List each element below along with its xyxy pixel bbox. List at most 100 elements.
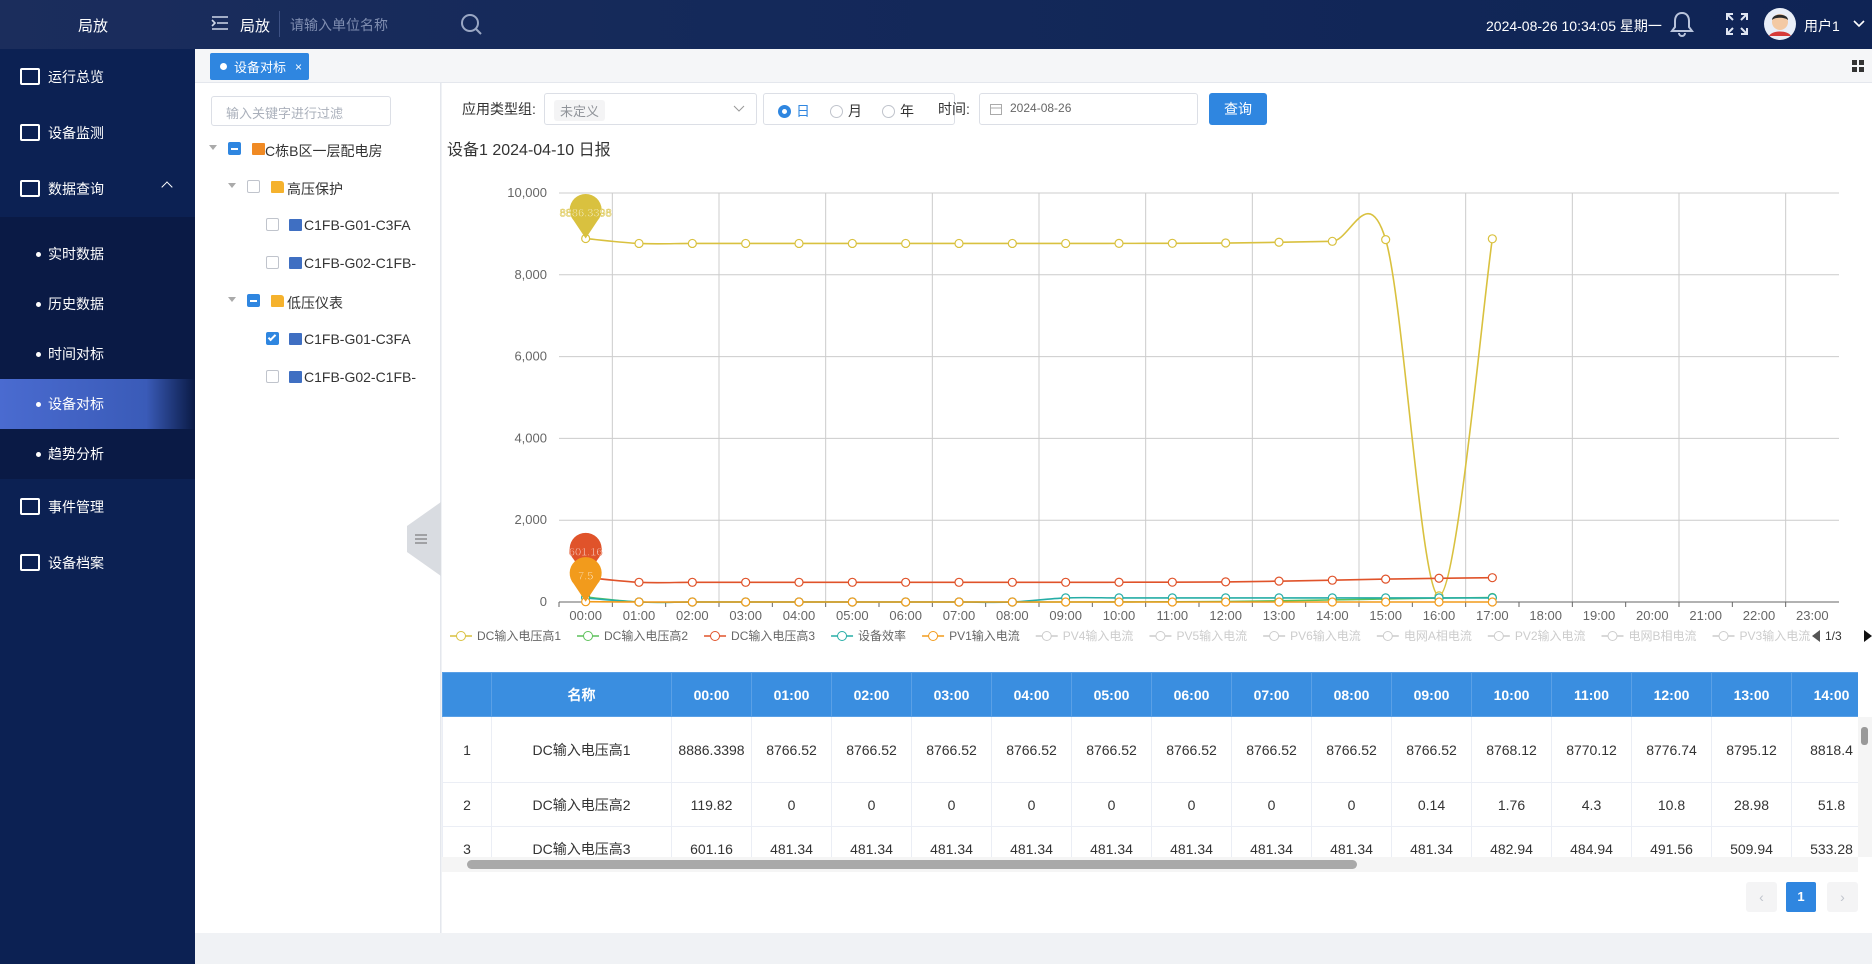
data-point (1274, 597, 1284, 607)
panel-collapse[interactable] (407, 502, 441, 576)
fullscreen-toggle[interactable] (1726, 13, 1748, 35)
legend-item[interactable]: 电网A相电流 (1376, 629, 1472, 643)
time-label: 时间: (938, 101, 970, 117)
tree-node[interactable]: C1FB-G02-C1FB- (195, 365, 435, 389)
table-cell: 8766.52 (1151, 716, 1232, 783)
data-point (687, 597, 697, 607)
tree-checkbox[interactable] (266, 256, 279, 269)
bullet (36, 402, 41, 407)
legend-page: 1/3 (1825, 629, 1842, 643)
legend-item[interactable]: PV6输入电流 (1263, 628, 1361, 643)
data-point (1007, 597, 1017, 607)
h-scrollbar[interactable] (442, 857, 1858, 872)
tree-node[interactable]: 高压保护 (195, 175, 435, 199)
bullet (36, 302, 41, 307)
pin-label: 7.5 (578, 571, 593, 583)
tree-filter[interactable]: 输入关键字进行过滤 (211, 96, 391, 126)
type-value: 未定义 (554, 100, 606, 121)
period-option[interactable]: 年 (882, 101, 914, 121)
legend-prev[interactable] (1812, 630, 1820, 642)
menu-item[interactable]: 数据查询 (0, 161, 195, 217)
period-option[interactable]: 日 (778, 101, 810, 121)
tree-node[interactable]: 低压仪表 (195, 289, 435, 313)
legend-label: PV5输入电流 (1176, 628, 1247, 643)
tree-checkbox[interactable] (266, 218, 279, 231)
avatar[interactable] (1764, 8, 1796, 40)
table-cell: 491.56 (1631, 826, 1712, 857)
data-point (1381, 235, 1391, 245)
search-icon[interactable] (459, 12, 483, 36)
legend-item[interactable]: DC输入电压高3 (704, 628, 815, 643)
unit-search[interactable]: 请输入单位名称 (290, 17, 388, 33)
user-dropdown[interactable] (1852, 19, 1866, 29)
query-button[interactable]: 查询 (1209, 93, 1267, 125)
tree-label: C1FB-G02-C1FB- (304, 369, 417, 385)
next-page[interactable]: › (1827, 882, 1858, 912)
table-cell: 8766.52 (1071, 716, 1152, 783)
data-point (1061, 577, 1071, 587)
legend-item[interactable]: DC输入电压高1 (450, 628, 561, 643)
x-tick-label: 10:00 (1103, 608, 1136, 623)
header-cell: 14:00 (1791, 672, 1858, 717)
x-tick-label: 21:00 (1689, 608, 1722, 623)
table-cell: 481.34 (831, 826, 912, 857)
table-cell: 533.28 (1791, 826, 1858, 857)
tree-node[interactable]: C栋B区一层配电房 (195, 137, 435, 161)
menu-item[interactable]: 运行总览 (0, 49, 195, 105)
header-cell: 03:00 (911, 672, 992, 717)
submenu-item[interactable]: 趋势分析 (0, 429, 195, 479)
tree-checkbox[interactable] (228, 142, 241, 155)
table-cell: 0 (831, 782, 912, 827)
header-cell (442, 672, 492, 717)
submenu-item[interactable]: 历史数据 (0, 279, 195, 329)
tree-label: C栋B区一层配电房 (265, 143, 383, 159)
user-name[interactable]: 用户1 (1804, 18, 1840, 34)
header-cell: 名称 (491, 672, 672, 717)
tree-node[interactable]: C1FB-G02-C1FB- (195, 251, 435, 275)
type-select[interactable]: 未定义 (544, 93, 757, 125)
legend-item[interactable]: 电网B相电流 (1601, 629, 1697, 643)
x-tick-label: 15:00 (1369, 608, 1402, 623)
menu-item[interactable]: 设备监测 (0, 105, 195, 161)
submenu-item[interactable]: 时间对标 (0, 329, 195, 379)
tree-icon (289, 219, 302, 231)
submenu-item[interactable]: 实时数据 (0, 229, 195, 279)
legend-item[interactable]: PV2输入电流 (1487, 628, 1586, 643)
menu-toggle[interactable] (211, 15, 229, 31)
table-cell: 1 (442, 716, 492, 783)
y-tick-label: 0 (540, 594, 547, 609)
legend-item[interactable]: PV4输入电流 (1035, 628, 1134, 643)
prev-page[interactable]: ‹ (1746, 882, 1777, 912)
x-tick-label: 04:00 (783, 608, 816, 623)
tab-menu[interactable] (1852, 60, 1864, 72)
menu-item[interactable]: 设备档案 (0, 535, 195, 591)
data-point (1114, 577, 1124, 587)
x-tick-label: 11:00 (1157, 608, 1189, 623)
page-number[interactable]: 1 (1786, 882, 1816, 912)
legend-item[interactable]: PV5输入电流 (1149, 628, 1247, 643)
x-tick-label: 23:00 (1796, 608, 1829, 623)
legend-item[interactable]: 设备效率 (831, 628, 906, 643)
legend-next[interactable] (1864, 630, 1872, 642)
menu-item[interactable]: 事件管理 (0, 479, 195, 535)
tree-checkbox[interactable] (247, 294, 260, 307)
tree-checkbox[interactable] (266, 332, 279, 345)
tree-node[interactable]: C1FB-G01-C3FA (195, 327, 435, 351)
date-picker[interactable]: 2024-08-26 (979, 93, 1198, 125)
tree-checkbox[interactable] (247, 180, 260, 193)
check-mark (267, 332, 277, 342)
tab[interactable]: 设备对标 × (210, 53, 309, 80)
legend-item[interactable]: PV3输入电流 (1712, 628, 1811, 643)
v-scrollbar[interactable] (1858, 717, 1872, 857)
submenu-item[interactable]: 设备对标 (0, 379, 195, 429)
data-point (1114, 238, 1124, 248)
tree-node[interactable]: C1FB-G01-C3FA (195, 213, 435, 237)
legend-item[interactable]: DC输入电压高2 (577, 628, 688, 643)
legend-item[interactable]: PV1输入电流 (922, 628, 1020, 643)
data-point (954, 577, 964, 587)
notification-bell[interactable] (1670, 11, 1694, 37)
table-cell: 481.34 (751, 826, 832, 857)
period-option[interactable]: 月 (830, 101, 862, 121)
tree-checkbox[interactable] (266, 370, 279, 383)
submenu: 实时数据 历史数据 时间对标 设备对标 趋势分析 (0, 217, 195, 479)
